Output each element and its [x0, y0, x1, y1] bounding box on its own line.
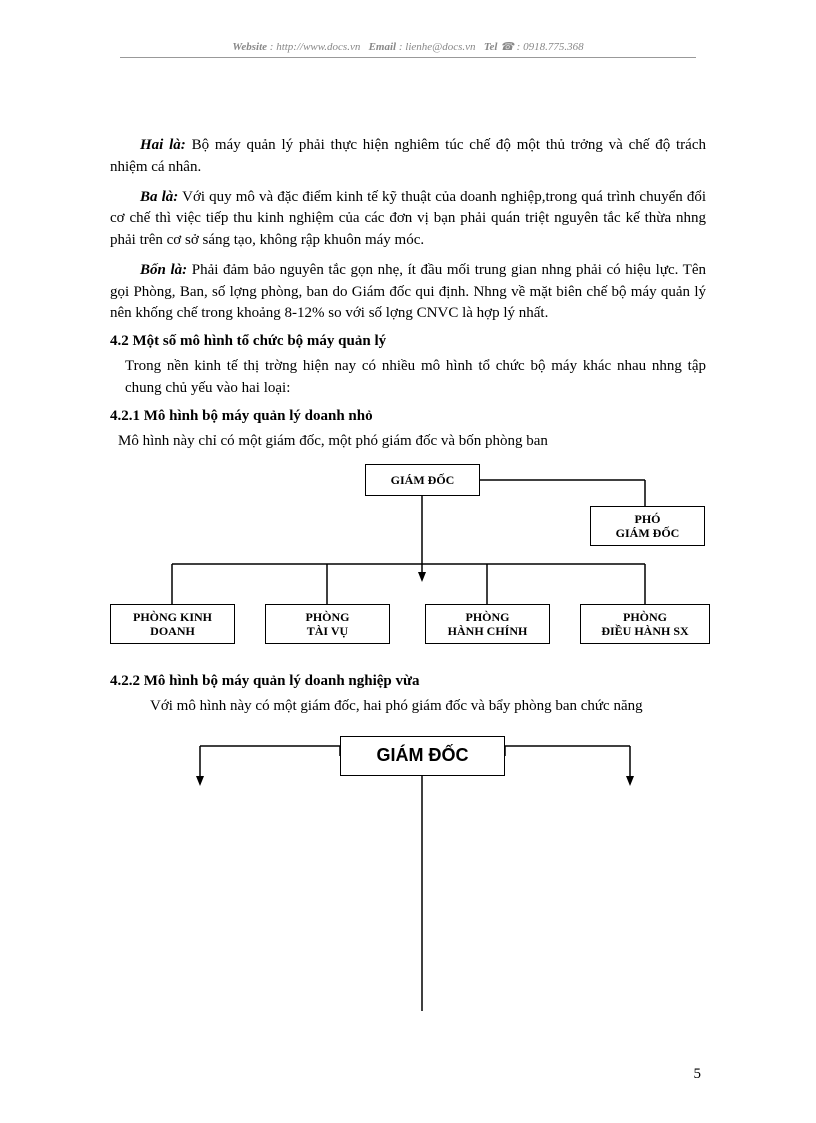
chart-lines-2: [110, 736, 710, 1016]
node-giam-doc: GIÁM ĐỐC: [365, 464, 480, 496]
paragraph-ba-la: Ba là: Với quy mô và đặc điểm kinh tế kỹ…: [110, 187, 706, 252]
heading-4-2-2: 4.2.2 Mô hình bộ máy quản lý doanh nghiệ…: [110, 673, 706, 690]
heading-4-2-1: 4.2.1 Mô hình bộ máy quản lý doanh nhỏ: [110, 408, 706, 425]
website-label: Website: [232, 41, 267, 53]
body-text: Bộ máy quản lý phải thực hiện nghiêm túc…: [110, 137, 706, 175]
body-text: Phải đảm bảo nguyên tắc gọn nhẹ, ít đầu …: [110, 262, 706, 322]
email-value: : lienhe@docs.vn: [399, 41, 476, 53]
node-phong-tai-vu: PHÒNG TÀI VỤ: [265, 604, 390, 644]
paragraph-4-2-2-intro: Với mô hình này có một giám đốc, hai phó…: [110, 696, 706, 718]
node-phong-kinh-doanh: PHÒNG KINH DOANH: [110, 604, 235, 644]
paragraph-bon-la: Bốn là: Phải đảm bảo nguyên tắc gọn nhẹ,…: [110, 260, 706, 325]
paragraph-4-2-intro: Trong nền kinh tế thị trờng hiện nay có …: [125, 356, 706, 400]
node-phong-dieu-hanh-sx: PHÒNG ĐIỀU HÀNH SX: [580, 604, 710, 644]
org-chart-medium: GIÁM ĐỐC: [110, 736, 706, 1016]
lead-text: Hai là:: [140, 137, 186, 153]
lead-text: Bốn là:: [140, 262, 187, 278]
node-pho-giam-doc: PHÓ GIÁM ĐỐC: [590, 506, 705, 546]
website-value: : http://www.docs.vn: [270, 41, 361, 53]
tel-label: Tel: [484, 41, 498, 53]
email-label: Email: [369, 41, 397, 53]
node-phong-hanh-chinh: PHÒNG HÀNH CHÍNH: [425, 604, 550, 644]
page-content: Hai là: Bộ máy quản lý phải thực hiện ng…: [110, 135, 706, 1016]
page-number: 5: [694, 1066, 702, 1083]
body-text: Với quy mô và đặc điểm kinh tế kỹ thuật …: [110, 189, 706, 249]
node-giam-doc-large: GIÁM ĐỐC: [340, 736, 505, 776]
org-chart-small: GIÁM ĐỐC PHÓ GIÁM ĐỐC PHÒNG KINH DOANH P…: [110, 464, 706, 659]
page-header: Website : http://www.docs.vn Email : lie…: [120, 40, 696, 58]
tel-value: : 0918.775.368: [517, 41, 584, 53]
paragraph-hai-la: Hai là: Bộ máy quản lý phải thực hiện ng…: [110, 135, 706, 179]
lead-text: Ba là:: [140, 189, 178, 205]
heading-4-2: 4.2 Một số mô hình tổ chức bộ máy quản l…: [110, 333, 706, 350]
paragraph-4-2-1-intro: Mô hình này chỉ có một giám đốc, một phó…: [118, 431, 706, 453]
phone-icon: ☎: [500, 41, 514, 53]
